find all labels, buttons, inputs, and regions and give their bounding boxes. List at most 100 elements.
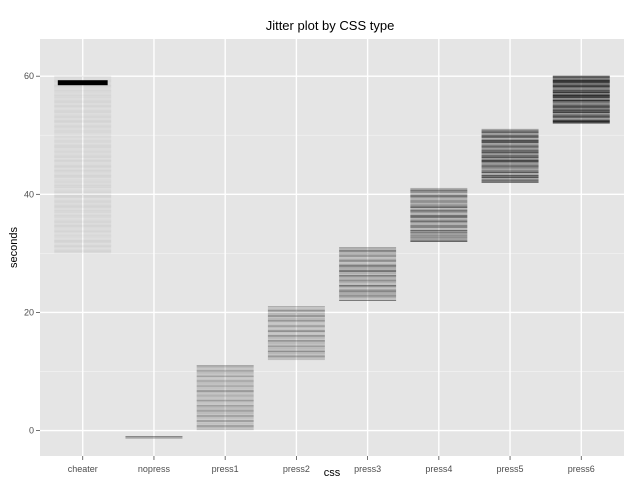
jitter-row-cheater <box>54 186 112 188</box>
jitter-row-press3 <box>339 248 397 249</box>
jitter-row-press5 <box>481 172 539 174</box>
jitter-row-press5 <box>481 178 539 180</box>
jitter-row-press6 <box>552 77 610 79</box>
jitter-row-press4 <box>410 204 468 206</box>
jitter-row-press6 <box>552 92 610 94</box>
jitter-row-press2 <box>267 333 325 335</box>
jitter-row-cheater <box>54 178 111 179</box>
jitter-row-cheater <box>54 114 112 116</box>
jitter-row-press5 <box>481 158 539 160</box>
jitter-row-press6 <box>552 120 610 122</box>
jitter-row-cheater <box>54 230 112 232</box>
points-press4 <box>410 187 468 242</box>
jitter-row-press3 <box>339 261 397 262</box>
jitter-row-press4 <box>410 190 468 192</box>
jitter-row-press5 <box>481 135 539 137</box>
jitter-row-cheater <box>54 210 112 212</box>
jitter-row-press1 <box>196 370 254 372</box>
jitter-row-press3 <box>339 284 397 285</box>
jitter-row-press1 <box>196 374 254 376</box>
jitter-row-cheater <box>54 165 112 167</box>
jitter-row-press2 <box>267 330 325 332</box>
jitter-row-press4 <box>410 219 468 221</box>
jitter-row-press5 <box>481 145 539 147</box>
jitter-row-cheater <box>54 249 112 251</box>
jitter-row-press1 <box>196 378 254 380</box>
jitter-row-press3 <box>339 254 397 255</box>
jitter-row-cheater <box>54 86 112 88</box>
jitter-row-press4 <box>410 239 468 241</box>
jitter-row-press5 <box>481 140 539 142</box>
jitter-row-cheater <box>54 75 112 77</box>
jitter-row-press1 <box>196 373 254 375</box>
jitter-row-press5 <box>481 152 539 154</box>
jitter-row-cheater <box>54 250 112 252</box>
grid-lines <box>40 39 624 456</box>
jitter-row-press1 <box>196 394 254 396</box>
jitter-row-press3 <box>339 253 397 254</box>
jitter-row-press2 <box>267 314 325 316</box>
jitter-row-cheater <box>54 204 111 205</box>
jitter-row-press5 <box>481 138 539 140</box>
jitter-row-press6 <box>552 93 610 95</box>
jitter-row-press3 <box>339 288 397 289</box>
jitter-row-cheater <box>54 192 112 194</box>
jitter-row-press4 <box>410 232 468 234</box>
jitter-row-press3 <box>339 255 397 256</box>
jitter-row-press4 <box>410 189 468 191</box>
jitter-row-cheater <box>54 109 112 111</box>
jitter-row-press6 <box>552 96 610 98</box>
jitter-row-press6 <box>552 79 610 81</box>
jitter-row-press1 <box>196 377 254 379</box>
jitter-row-press2 <box>267 350 325 352</box>
jitter-row-cheater <box>54 233 111 234</box>
jitter-row-press5 <box>481 144 539 146</box>
jitter-row-press6 <box>552 104 610 106</box>
jitter-row-press1 <box>196 405 254 407</box>
jitter-row-press1 <box>196 417 254 419</box>
jitter-row-cheater <box>54 101 112 103</box>
jitter-row-cheater <box>54 191 112 193</box>
jitter-row-cheater <box>54 120 112 122</box>
jitter-row-cheater <box>54 144 112 146</box>
jitter-row-press4 <box>410 229 468 231</box>
jitter-row-cheater <box>54 140 112 142</box>
jitter-row-press3 <box>339 280 397 281</box>
jitter-row-press2 <box>267 349 325 351</box>
jitter-row-cheater <box>54 171 112 173</box>
jitter-row-cheater <box>54 226 112 228</box>
jitter-row-press6 <box>552 99 610 101</box>
jitter-row-press1 <box>196 368 254 370</box>
jitter-row-press2 <box>267 346 325 348</box>
jitter-row-press5 <box>481 128 539 130</box>
jitter-row-press6 <box>552 113 610 115</box>
jitter-row-press3 <box>339 281 397 282</box>
jitter-row-press1 <box>196 384 254 386</box>
x-tick-label: press6 <box>568 464 595 474</box>
jitter-row-press5 <box>481 165 539 167</box>
jitter-row-press4 <box>410 211 468 213</box>
jitter-row-cheater <box>54 106 112 108</box>
jitter-row-press5 <box>481 133 539 135</box>
jitter-row-press3 <box>339 268 397 269</box>
jitter-row-press3 <box>339 298 397 299</box>
jitter-row-press2 <box>267 315 325 317</box>
jitter-row-press1 <box>196 389 254 391</box>
jitter-row-press3 <box>339 270 397 271</box>
jitter-row-press5 <box>481 141 539 143</box>
jitter-row-press1 <box>196 424 254 426</box>
jitter-row-cheater <box>54 154 111 155</box>
jitter-row-press1 <box>196 372 254 374</box>
chart-title: Jitter plot by CSS type <box>266 18 395 33</box>
jitter-row-press5 <box>481 176 539 178</box>
jitter-row-press4 <box>410 231 468 233</box>
jitter-row-press1 <box>196 410 254 412</box>
jitter-row-cheater <box>54 213 111 214</box>
jitter-row-press3 <box>339 252 397 253</box>
jitter-row-press6 <box>552 76 610 78</box>
jitter-row-cheater <box>54 241 112 243</box>
jitter-row-press5 <box>481 151 539 153</box>
x-axis-title: css <box>324 467 341 479</box>
jitter-row-press5 <box>481 132 539 134</box>
